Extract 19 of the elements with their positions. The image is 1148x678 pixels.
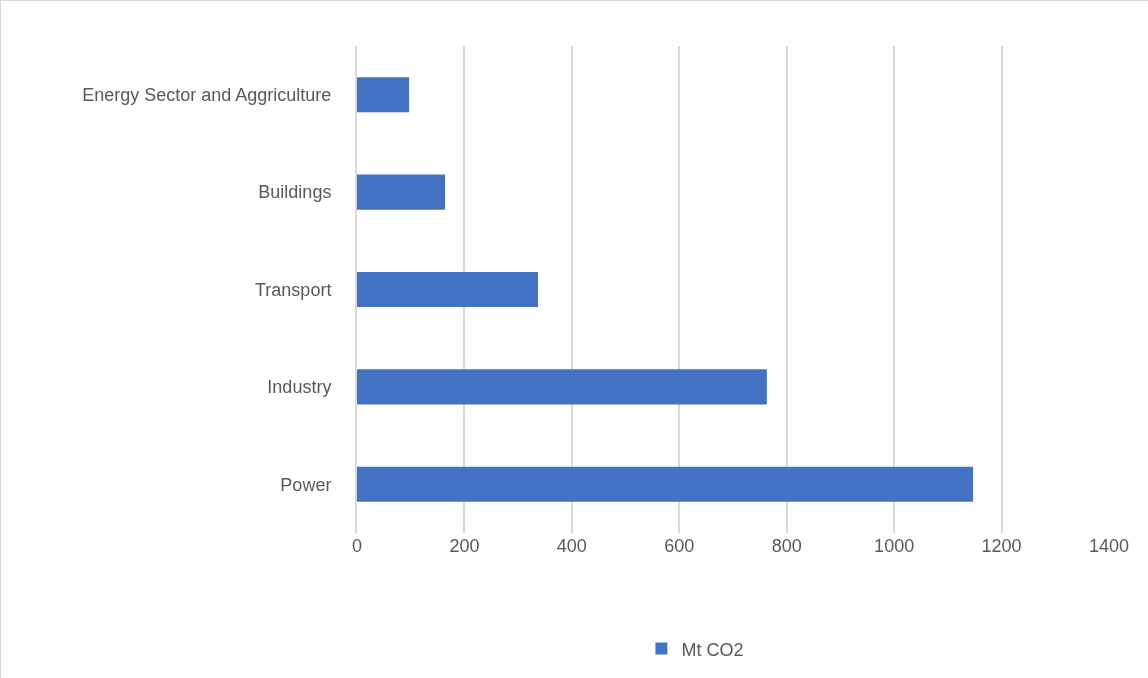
legend-label: Mt CO2 (681, 639, 744, 660)
x-tick-label: 400 (556, 536, 587, 556)
bar (357, 369, 767, 405)
x-tick-label: 0 (351, 536, 363, 556)
y-tick-label: Buildings (258, 182, 332, 203)
bar (357, 466, 974, 502)
x-tick-label: 200 (449, 536, 480, 556)
bar (357, 271, 539, 308)
y-tick-label: Industry (267, 377, 332, 398)
y-tick-label: Transport (255, 279, 332, 300)
bar (357, 174, 446, 210)
y-tick-label: Energy Sector and Aggriculture (82, 85, 332, 105)
y-tick-label: Power (280, 474, 332, 495)
x-tick-label: 600 (664, 536, 695, 556)
x-tick-label: 800 (771, 536, 802, 556)
x-tick-label: 1400 (1088, 536, 1130, 556)
bar (357, 77, 410, 113)
x-tick-label: 1000 (874, 536, 915, 556)
x-tick-label: 1200 (981, 536, 1022, 556)
